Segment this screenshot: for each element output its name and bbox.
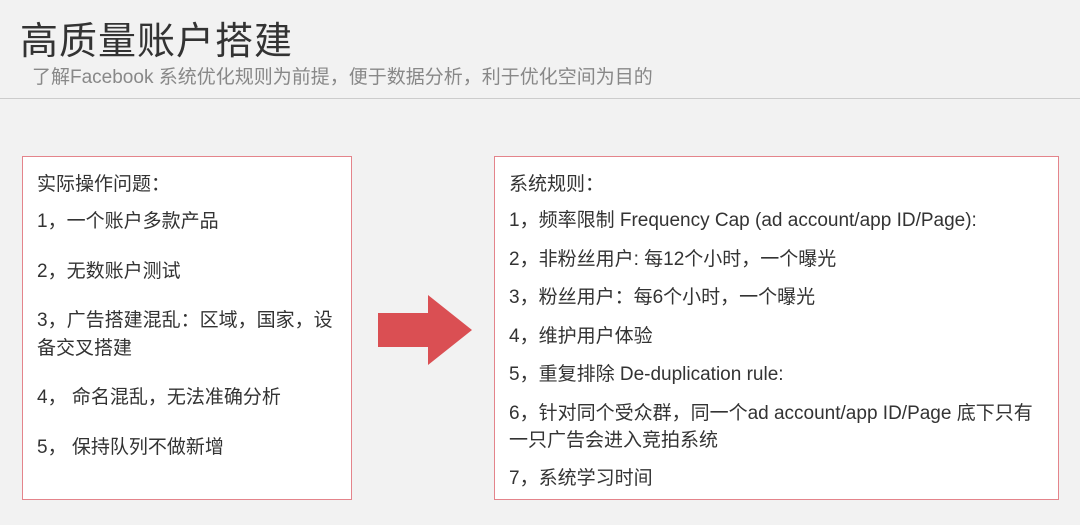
list-item: 3，粉丝用户：每6个小时，一个曝光	[509, 285, 1044, 312]
list-item: 1，一个账户多款产品	[37, 208, 337, 236]
list-item: 5，重复排除 De-duplication rule:	[509, 362, 1044, 389]
list-item: 7，系统学习时间	[509, 466, 1044, 493]
left-box-heading: 实际操作问题：	[37, 169, 337, 196]
list-item: 5， 保持队列不做新增	[37, 434, 337, 462]
list-item: 3，广告搭建混乱：区域，国家，设备交叉搭建	[37, 307, 337, 362]
left-item-list: 1，一个账户多款产品 2，无数账户测试 3，广告搭建混乱：区域，国家，设备交叉搭…	[37, 208, 337, 483]
list-item: 1，频率限制 Frequency Cap (ad account/app ID/…	[509, 208, 1044, 235]
list-item: 4，维护用户体验	[509, 324, 1044, 351]
slide: 高质量账户搭建 了解Facebook 系统优化规则为前提，便于数据分析，利于优化…	[0, 0, 1080, 525]
arrow-icon	[378, 295, 472, 365]
page-title: 高质量账户搭建	[20, 10, 293, 65]
left-box: 实际操作问题： 1，一个账户多款产品 2，无数账户测试 3，广告搭建混乱：区域，…	[22, 156, 352, 500]
right-item-list: 1，频率限制 Frequency Cap (ad account/app ID/…	[509, 208, 1044, 505]
right-box-heading: 系统规则：	[509, 169, 1044, 196]
page-subtitle: 了解Facebook 系统优化规则为前提，便于数据分析，利于优化空间为目的	[32, 62, 653, 89]
list-item: 6，针对同个受众群，同一个ad account/app ID/Page 底下只有…	[509, 401, 1044, 454]
right-box: 系统规则： 1，频率限制 Frequency Cap (ad account/a…	[494, 156, 1059, 500]
divider	[0, 98, 1080, 99]
list-item: 4， 命名混乱，无法准确分析	[37, 384, 337, 412]
list-item: 2，无数账户测试	[37, 258, 337, 286]
list-item: 2，非粉丝用户: 每12个小时，一个曝光	[509, 247, 1044, 274]
